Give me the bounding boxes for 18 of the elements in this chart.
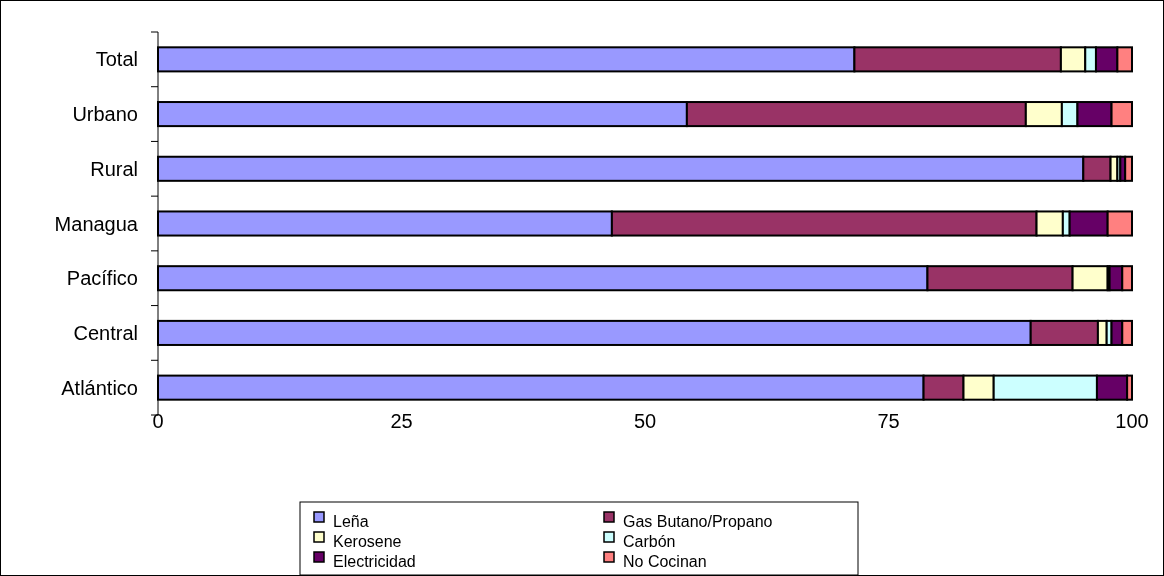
legend-label: Kerosene <box>333 533 402 550</box>
y-tick-label: Central <box>73 321 138 344</box>
y-tick-label: Urbano <box>72 103 138 126</box>
legend-label: Gas Butano/Propano <box>623 513 773 530</box>
x-tick-label: 0 <box>152 410 164 432</box>
x-tick-label: 25 <box>390 410 413 432</box>
x-tick-label: 50 <box>633 410 657 432</box>
x-tick-label: 100 <box>1115 410 1149 432</box>
legend-label: Carbón <box>623 533 676 550</box>
legend-label: No Cocinan <box>623 553 707 570</box>
y-tick-label: Pacífico <box>66 267 138 290</box>
legend-label: Leña <box>333 513 369 530</box>
x-tick-label: 75 <box>877 410 900 432</box>
y-tick-label: Atlántico <box>61 376 138 399</box>
y-tick-label: Managua <box>54 212 139 235</box>
y-tick-label: Rural <box>90 157 138 180</box>
legend-label: Electricidad <box>333 553 416 570</box>
y-tick-label: Total <box>95 48 138 71</box>
